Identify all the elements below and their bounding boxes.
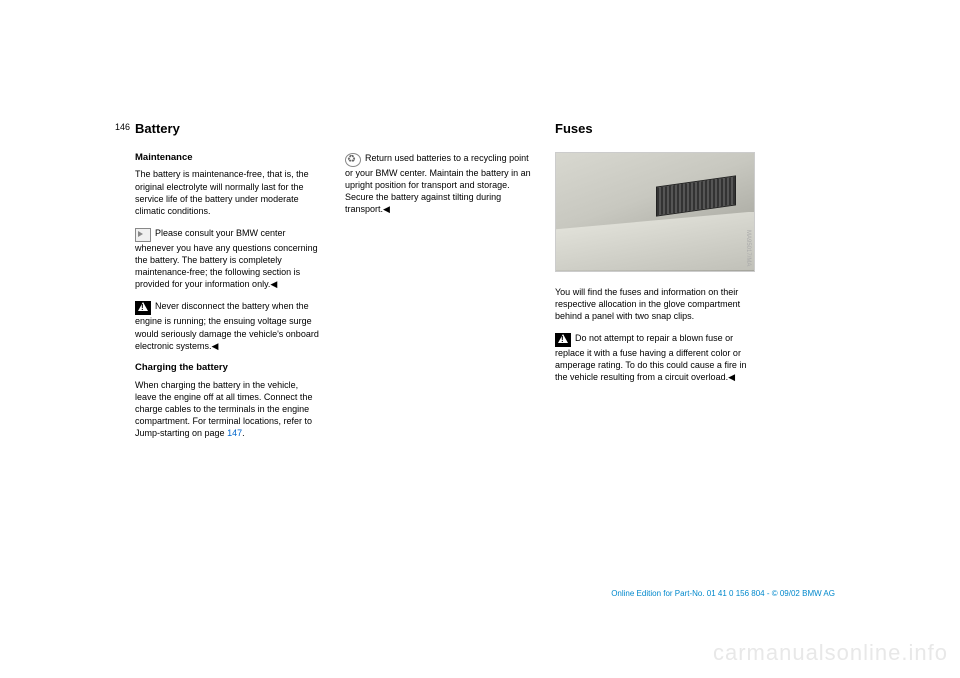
para-charging: When charging the battery in the vehicle… [135,379,321,440]
subheading-charging: Charging the battery [135,362,321,375]
photo-credit: MA95017/MA [744,230,752,266]
heading-spacer [345,120,531,138]
column-fuses: Fuses MA95017/MA You will find the fuses… [555,120,755,449]
heading-fuses: Fuses [555,120,755,138]
glovebox-panel-graphic [556,212,754,271]
warning-icon [555,333,571,347]
info-icon [135,228,151,242]
fuse-array-graphic [656,175,736,216]
note-warn-block-2: Do not attempt to repair a blown fuse or… [555,332,755,383]
charge-text-a: When charging the battery in the vehicle… [135,380,312,439]
page-link-147[interactable]: 147 [227,428,242,438]
heading-battery: Battery [135,120,321,138]
note-info-text: Please consult your BMW center whenever … [135,228,318,289]
note-recycle-block: Return used batteries to a recycling poi… [345,152,531,216]
column-recycle: Return used batteries to a recycling poi… [345,120,531,449]
note-warn-text-2: Do not attempt to repair a blown fuse or… [555,333,746,382]
warning-icon [135,301,151,315]
watermark: carmanualsonline.info [713,640,948,666]
footer-edition: Online Edition for Part-No. 01 41 0 156 … [611,589,835,598]
recycle-icon [345,153,361,167]
note-warn-block-1: Never disconnect the battery when the en… [135,300,321,351]
fuse-box-photo: MA95017/MA [555,152,755,272]
content-columns: Battery Maintenance The battery is maint… [135,120,835,449]
column-battery: Battery Maintenance The battery is maint… [135,120,321,449]
note-warn-text-1: Never disconnect the battery when the en… [135,301,319,350]
manual-page: 146 Battery Maintenance The battery is m… [135,120,835,449]
charge-text-b: . [242,428,245,438]
para-fuse-location: You will find the fuses and information … [555,286,755,322]
note-recycle-text: Return used batteries to a recycling poi… [345,153,531,214]
note-info-block: Please consult your BMW center whenever … [135,227,321,291]
para-maintenance: The battery is maintenance-free, that is… [135,168,321,217]
page-number: 146 [115,122,130,132]
subheading-maintenance: Maintenance [135,152,321,165]
